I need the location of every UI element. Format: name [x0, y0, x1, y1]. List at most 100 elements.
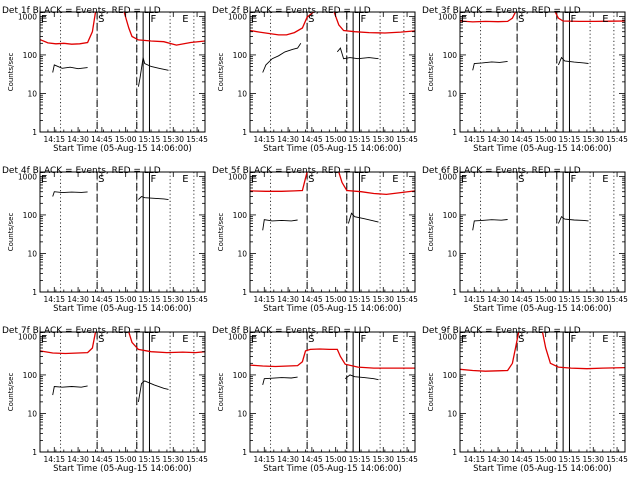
x-tick-label: 15:30 [372, 135, 394, 144]
lld-series-line [250, 348, 415, 369]
plot-frame [249, 11, 416, 133]
x-tick-label: 15:30 [372, 455, 394, 464]
time-marker-label: E [602, 14, 608, 25]
lld-series-line [554, 12, 625, 23]
x-tick-label: 14:15 [253, 135, 275, 144]
x-tick-label: 14:45 [511, 455, 533, 464]
y-tick-label: 10 [237, 409, 247, 418]
y-tick-label: 1000 [228, 172, 247, 181]
x-tick-label: 14:15 [253, 455, 275, 464]
time-marker-label: F [150, 14, 156, 25]
time-marker-label: S [308, 14, 314, 25]
x-tick-label: 14:45 [91, 295, 113, 304]
x-axis-label: Start Time (05-Aug-15 14:06:00) [263, 144, 402, 154]
plot-frame [39, 171, 206, 293]
x-tick-label: 15:45 [606, 455, 628, 464]
events-series-line [262, 219, 298, 231]
y-tick-label: 10 [237, 89, 247, 98]
time-marker-label: E [602, 174, 608, 185]
x-tick-label: 15:30 [372, 295, 394, 304]
lld-series-line [460, 12, 517, 23]
panel-title: Det 5f BLACK = Events, RED = LLD [212, 166, 371, 176]
x-tick-label: 15:15 [559, 455, 581, 464]
time-marker-label: S [98, 174, 104, 185]
x-tick-label: 14:15 [463, 295, 485, 304]
y-tick-label: 100 [23, 371, 38, 380]
lld-series-line [250, 12, 314, 36]
x-tick-label: 15:00 [535, 295, 557, 304]
y-tick-label: 100 [233, 211, 248, 220]
x-tick-label: 15:30 [582, 455, 604, 464]
x-tick-label: 14:45 [511, 135, 533, 144]
y-tick-label: 100 [443, 211, 458, 220]
time-marker-label: E [392, 14, 398, 25]
y-tick-label: 1000 [228, 12, 247, 21]
time-marker-label: S [98, 14, 104, 25]
y-tick-label: 100 [233, 371, 248, 380]
time-marker-label: E [251, 334, 257, 345]
plot-frame [39, 331, 206, 453]
time-marker-label: S [518, 174, 524, 185]
x-tick-label: 14:15 [463, 135, 485, 144]
time-marker-label: F [150, 174, 156, 185]
y-tick-label: 1000 [438, 172, 457, 181]
time-marker-label: S [518, 334, 524, 345]
plot-frame [249, 331, 416, 453]
time-marker-label: F [150, 334, 156, 345]
y-tick-label: 10 [27, 249, 37, 258]
time-marker-label: F [360, 334, 366, 345]
y-tick-label: 1 [242, 448, 247, 457]
y-tick-label: 100 [443, 371, 458, 380]
x-tick-label: 15:15 [139, 135, 161, 144]
time-marker-label: F [570, 174, 576, 185]
time-marker-label: E [461, 334, 467, 345]
x-tick-label: 15:30 [162, 135, 184, 144]
x-tick-label: 14:30 [67, 455, 89, 464]
y-tick-label: 10 [447, 409, 457, 418]
y-axis-label: Counts/sec [7, 213, 15, 252]
y-axis-label: Counts/sec [7, 373, 15, 412]
panel-title: Det 7f BLACK = Events, RED = LLD [2, 326, 161, 336]
y-axis-label: Counts/sec [217, 53, 225, 92]
y-tick-label: 1000 [438, 12, 457, 21]
y-axis-label: Counts/sec [217, 373, 225, 412]
x-tick-label: 14:45 [301, 295, 323, 304]
x-tick-label: 15:15 [349, 295, 371, 304]
events-series-line [336, 47, 379, 60]
x-tick-label: 14:15 [43, 135, 65, 144]
time-marker-label: E [41, 334, 47, 345]
x-tick-label: 15:15 [559, 135, 581, 144]
plot-frame [459, 331, 626, 453]
events-series-line [557, 216, 589, 224]
time-marker-label: E [461, 14, 467, 25]
panel-title: Det 9f BLACK = Events, RED = LLD [422, 326, 581, 336]
x-tick-label: 14:30 [487, 135, 509, 144]
y-tick-label: 100 [233, 51, 248, 60]
x-tick-label: 15:00 [115, 295, 137, 304]
events-series-line [137, 57, 169, 87]
lld-series-line [460, 332, 520, 372]
x-tick-label: 14:45 [91, 455, 113, 464]
x-tick-label: 14:45 [301, 455, 323, 464]
events-series-line [52, 191, 88, 197]
x-tick-label: 15:15 [139, 295, 161, 304]
x-tick-label: 15:45 [606, 135, 628, 144]
events-series-line [344, 374, 379, 381]
lld-series-line [123, 12, 205, 46]
y-axis-label: Counts/sec [427, 213, 435, 252]
y-tick-label: 10 [27, 409, 37, 418]
x-tick-label: 15:15 [139, 455, 161, 464]
x-tick-label: 15:00 [325, 135, 347, 144]
panel-title: Det 2f BLACK = Events, RED = LLD [212, 6, 371, 16]
events-series-line [347, 212, 379, 224]
y-tick-label: 1000 [18, 12, 37, 21]
time-marker-label: F [570, 14, 576, 25]
x-tick-label: 15:45 [396, 455, 418, 464]
x-axis-label: Start Time (05-Aug-15 14:06:00) [473, 464, 612, 474]
